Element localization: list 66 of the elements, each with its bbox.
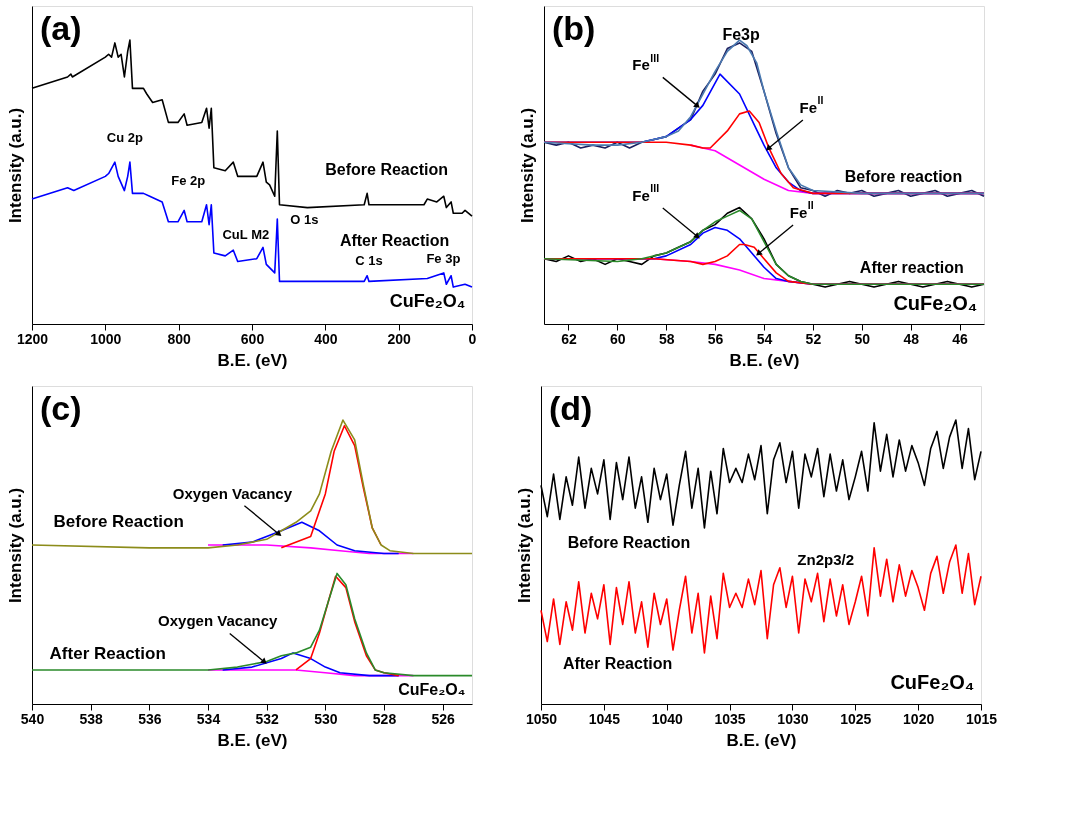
x-tick-label: 48 (903, 330, 920, 347)
annotation: After Reaction (562, 655, 673, 673)
annotation: CuFe₂O₄ (389, 290, 466, 311)
x-tick-label: 1200 (16, 330, 49, 347)
x-tick-label: 800 (167, 330, 192, 347)
x-tick-label: 1020 (903, 710, 935, 727)
annotation: Cu 2p (106, 129, 143, 145)
annotation: CuFe₂O₄ (398, 681, 466, 699)
x-tick-label: 1030 (777, 710, 809, 727)
annotation: Fe 3p (426, 251, 461, 267)
annotation: Fe 2p (171, 172, 206, 188)
x-tick-label: 54 (756, 330, 773, 347)
x-tick-label: 526 (431, 710, 456, 727)
x-tick-label: 1045 (588, 710, 621, 727)
chart-title: (a) (40, 9, 82, 47)
x-tick-label: 56 (707, 330, 724, 347)
annotation: Before Reaction (53, 512, 184, 532)
annotation: Zn2p3/2 (797, 551, 855, 569)
y-axis-title: Intensity (a.u.) (517, 107, 537, 224)
x-axis-title: B.E. (eV) (217, 730, 288, 750)
y-axis-title: Intensity (a.u.) (5, 107, 25, 224)
chart-title: (c) (40, 389, 82, 427)
chart-title: (d) (549, 389, 593, 427)
annotation: C 1s (355, 253, 383, 269)
x-tick-label: 1000 (90, 330, 122, 347)
annotation: After Reaction (339, 231, 450, 249)
annotation: Oxygen Vacancy (172, 484, 293, 502)
annotation: CuFe₂O₄ (893, 291, 978, 314)
annotation: Before reaction (844, 167, 963, 185)
annotation: Fe3p (722, 26, 761, 44)
y-axis-title: Intensity (a.u.) (5, 487, 25, 604)
x-tick-label: 540 (20, 710, 45, 727)
x-tick-label: 600 (240, 330, 265, 347)
chart-title: (b) (552, 9, 596, 47)
x-tick-label: 50 (854, 330, 871, 347)
x-tick-label: 1025 (840, 710, 872, 727)
annotation: CuL M2 (222, 226, 270, 242)
x-tick-label: 60 (610, 330, 626, 347)
annotation: Oxygen Vacancy (158, 612, 278, 630)
x-tick-label: 1015 (965, 710, 998, 727)
x-tick-label: 538 (79, 710, 104, 727)
annotation: CuFe₂O₄ (890, 671, 975, 694)
x-tick-label: 46 (952, 330, 969, 347)
annotation: Before Reaction (325, 160, 448, 178)
x-tick-label: 58 (658, 330, 675, 347)
annotation: After Reaction (49, 644, 166, 664)
annotation: After reaction (859, 258, 964, 276)
x-tick-label: 534 (196, 710, 221, 727)
x-tick-label: 52 (805, 330, 822, 347)
x-tick-label: 536 (138, 710, 162, 727)
x-axis-title: B.E. (eV) (726, 730, 797, 750)
x-tick-label: 528 (372, 710, 397, 727)
x-tick-label: 530 (314, 710, 338, 727)
x-tick-label: 1040 (651, 710, 683, 727)
x-axis-title: B.E. (eV) (729, 350, 800, 370)
annotation: O 1s (290, 212, 319, 228)
annotation: Before Reaction (567, 534, 691, 552)
x-tick-label: 532 (255, 710, 280, 727)
x-tick-label: 0 (468, 330, 477, 347)
x-tick-label: 62 (561, 330, 577, 347)
x-tick-label: 1050 (525, 710, 558, 727)
x-tick-label: 1035 (714, 710, 746, 727)
x-tick-label: 400 (314, 330, 338, 347)
x-axis-title: B.E. (eV) (217, 350, 288, 370)
x-tick-label: 200 (387, 330, 412, 347)
y-axis-title: Intensity (a.u.) (514, 487, 534, 604)
